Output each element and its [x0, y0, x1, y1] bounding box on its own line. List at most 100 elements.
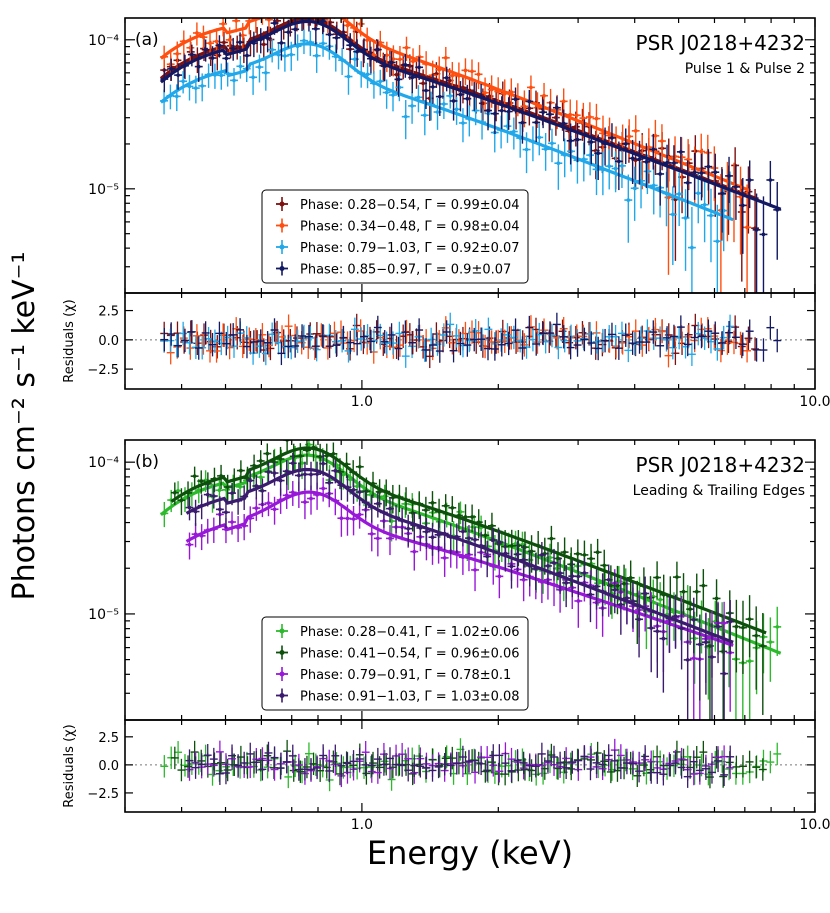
- residual-point: [313, 756, 322, 780]
- data-point: [751, 189, 760, 293]
- residual-point: [578, 321, 587, 345]
- residual-point: [628, 331, 637, 355]
- data-point: [507, 549, 516, 589]
- data-point: [658, 124, 666, 164]
- data-point: [256, 450, 265, 474]
- residual-point: [739, 755, 747, 778]
- data-point: [490, 98, 499, 134]
- residual-point: [633, 764, 642, 787]
- residual-point: [710, 324, 719, 348]
- residual-point: [310, 336, 319, 360]
- data-point: [683, 160, 692, 218]
- data-point: [276, 468, 285, 496]
- data-point: [422, 518, 431, 550]
- residual-point: [375, 756, 384, 779]
- residual-point: [501, 751, 510, 775]
- residual-point: [618, 321, 626, 346]
- x-tick-label: 1.0: [351, 817, 373, 833]
- residual-point: [560, 751, 569, 774]
- data-point: [548, 128, 556, 163]
- residual-point: [483, 759, 492, 782]
- residual-point: [223, 758, 232, 782]
- y-tick-label: 10⁻⁴: [88, 455, 119, 471]
- data-point: [177, 488, 186, 516]
- residual-point: [174, 741, 183, 764]
- residual-point: [252, 750, 261, 774]
- residual-point: [270, 318, 279, 342]
- residual-point: [192, 324, 201, 348]
- data-point: [465, 525, 473, 555]
- residual-point: [471, 319, 480, 343]
- residual-point: [331, 744, 340, 767]
- data-point: [355, 456, 364, 480]
- residual-point: [539, 321, 548, 346]
- residual-point: [319, 744, 328, 767]
- residual-point: [616, 756, 625, 780]
- data-point: [282, 459, 291, 485]
- data-point: [264, 462, 273, 484]
- residual-point: [672, 740, 681, 764]
- residual-point: [759, 749, 768, 773]
- residual-point: [528, 327, 537, 352]
- data-point: [592, 103, 601, 138]
- residual-point: [401, 320, 410, 344]
- residual-point: [408, 330, 417, 355]
- residual-point: [732, 755, 741, 779]
- data-point: [572, 100, 581, 135]
- residual-point: [683, 332, 692, 357]
- data-point: [291, 0, 299, 12]
- legend-item: Phase: 0.79−1.03, Γ = 0.92±0.07: [276, 240, 520, 256]
- residual-point: [203, 743, 212, 767]
- data-point: [628, 139, 637, 185]
- data-point: [671, 594, 680, 649]
- model-curve-4: [185, 467, 734, 644]
- data-point: [303, 440, 311, 465]
- residual-point: [458, 745, 467, 769]
- data-point: [532, 107, 541, 143]
- residual-point: [587, 331, 596, 355]
- data-point: [541, 133, 550, 171]
- residual-point: [243, 334, 251, 359]
- data-point: [773, 606, 782, 656]
- data-point: [546, 101, 554, 131]
- residual-point: [665, 754, 674, 777]
- data-point: [513, 540, 522, 572]
- residual-point: [566, 335, 575, 360]
- legend-item: Phase: 0.41−0.54, Γ = 0.96±0.06: [276, 645, 520, 662]
- residual-point: [635, 759, 644, 783]
- residual-point: [366, 755, 375, 779]
- residual-point: [296, 760, 305, 783]
- panel-a: 1.0 10.0 10⁻⁴ 10⁻⁵ 2.5 0.0 −2.5 Residuals (χ) (a…: [62, 0, 830, 410]
- residual-point: [291, 334, 300, 358]
- data-point: [587, 125, 596, 165]
- data-point: [223, 474, 232, 502]
- data-point: [720, 632, 729, 720]
- residual-point: [690, 325, 699, 350]
- data-point: [172, 84, 181, 112]
- residual-point: [701, 757, 710, 780]
- residual-point: [415, 753, 424, 776]
- data-point: [190, 466, 199, 488]
- residual-point: [185, 749, 194, 772]
- data-point: [300, 29, 308, 55]
- residual-point: [337, 754, 346, 778]
- residual-point: [697, 324, 706, 349]
- data-point: [300, 18, 303, 20]
- residual-point: [282, 750, 291, 774]
- residual-point: [718, 750, 727, 773]
- residual-point: [179, 321, 188, 346]
- residual-point: [215, 740, 224, 764]
- legend-label: Phase: 0.34−0.48, Γ = 0.98±0.04: [300, 220, 520, 235]
- residual-point: [331, 329, 340, 354]
- legend-marker: [279, 201, 285, 207]
- data-point: [228, 511, 236, 535]
- data-point: [456, 81, 465, 112]
- residual-point: [230, 334, 238, 358]
- model-curve-2: [170, 446, 767, 635]
- data-point: [642, 143, 651, 189]
- residual-point: [656, 334, 665, 358]
- residual-point: [697, 753, 706, 777]
- data-point: [714, 603, 722, 664]
- data-point: [249, 63, 258, 95]
- residual-plot-area: [125, 312, 815, 369]
